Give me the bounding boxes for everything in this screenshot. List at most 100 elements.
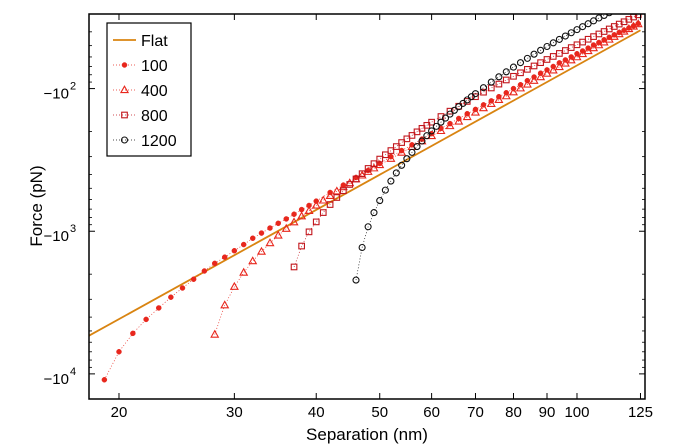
data-point-1200-38 (567, 29, 575, 37)
data-point-100-9 (211, 260, 218, 267)
data-point-1200-39 (573, 26, 581, 34)
data-point-400-31 (462, 112, 472, 121)
data-point-400-33 (478, 103, 489, 112)
y-tick-label: −10 (44, 371, 69, 388)
data-point-400-6 (265, 238, 275, 247)
data-point-100-11 (231, 247, 238, 254)
data-point-1200-18 (446, 110, 454, 118)
legend-label: 1200 (141, 133, 177, 150)
data-point-400-12 (311, 200, 321, 209)
data-point-1200-8 (398, 161, 406, 169)
data-point-400-9 (289, 217, 299, 226)
data-point-800-23 (428, 118, 435, 126)
data-point-400-39 (522, 79, 532, 88)
data-point-1200-7 (392, 169, 400, 177)
legend-label: 800 (141, 108, 168, 125)
data-point-1200-24 (471, 90, 480, 98)
data-point-1200-33 (537, 46, 545, 54)
data-point-400-32 (470, 107, 481, 116)
data-point-400-2 (229, 281, 239, 290)
data-point-100-12 (240, 241, 247, 248)
data-point-1200-1 (358, 243, 366, 252)
x-tick-label: 125 (628, 404, 653, 421)
data-point-800-37 (537, 59, 544, 67)
legend-swatch-marker (121, 62, 128, 68)
data-point-1200-25 (479, 84, 488, 92)
data-point-1200-32 (530, 50, 538, 58)
data-point-1200-47 (616, 5, 622, 11)
series-connector-100 (104, 23, 639, 380)
legend-swatch-marker (120, 136, 129, 144)
series-Flat (89, 29, 641, 337)
data-point-400-23 (386, 153, 396, 162)
data-point-800-29 (480, 88, 487, 96)
data-point-800-11 (364, 165, 372, 172)
data-point-100-6 (179, 285, 186, 291)
data-point-800-9 (352, 175, 360, 183)
legend-label: 100 (141, 58, 168, 75)
data-point-400-42 (542, 68, 552, 77)
data-point-800-55 (634, 14, 642, 19)
data-point-400-0 (210, 329, 220, 338)
legend-item-400: 400 (113, 83, 168, 100)
data-point-400-11 (304, 205, 314, 215)
x-axis-title: Separation (nm) (306, 425, 428, 444)
data-point-100-10 (221, 254, 228, 260)
data-point-1200-10 (408, 148, 416, 156)
series-400 (210, 19, 643, 338)
data-point-400-16 (338, 182, 348, 191)
data-point-100-17 (283, 216, 289, 222)
data-point-800-20 (413, 128, 421, 136)
x-tick-label: 60 (423, 404, 440, 421)
data-point-800-18 (403, 135, 411, 143)
data-point-1200-12 (418, 137, 426, 145)
x-tick-label: 90 (539, 404, 556, 421)
data-point-800-15 (387, 147, 395, 154)
series-1200 (352, 0, 641, 284)
series-800 (290, 14, 642, 271)
data-point-1200-26 (487, 78, 495, 86)
x-tick-label: 80 (505, 404, 522, 421)
data-point-800-31 (495, 80, 503, 88)
legend-box (106, 22, 192, 157)
data-point-800-33 (510, 72, 517, 80)
data-point-1200-49 (626, 0, 632, 6)
data-point-1200-45 (605, 14, 613, 17)
data-point-400-24 (397, 147, 407, 156)
data-point-1200-4 (376, 197, 384, 205)
series-connector-1200 (355, 14, 608, 281)
data-point-400-4 (248, 256, 258, 265)
data-point-1200-41 (584, 20, 592, 28)
data-point-1200-13 (423, 132, 431, 140)
data-point-800-32 (502, 76, 510, 84)
data-point-100-14 (258, 230, 265, 236)
data-point-1200-0 (352, 276, 360, 284)
data-point-1200-6 (387, 177, 395, 185)
x-tick-label: 30 (226, 404, 243, 421)
data-point-1200-51 (635, 0, 641, 1)
data-point-1200-15 (432, 122, 440, 130)
legend-items: Flat 100 400 800 1200 (113, 33, 177, 150)
data-point-400-28 (436, 125, 446, 135)
data-point-100-15 (267, 225, 273, 231)
y-tick-label-exponent: 3 (70, 223, 76, 235)
legend-label: 400 (141, 83, 168, 100)
x-tick-label: 40 (308, 404, 325, 421)
data-point-1200-37 (561, 32, 569, 40)
data-point-800-2 (305, 228, 313, 236)
data-point-1200-14 (428, 127, 436, 135)
data-point-1200-19 (450, 106, 458, 114)
data-point-400-41 (536, 72, 546, 81)
data-point-800-34 (517, 69, 524, 77)
data-point-100-3 (143, 316, 149, 323)
data-point-100-5 (168, 294, 174, 300)
data-point-1200-42 (590, 17, 598, 25)
data-point-800-36 (530, 62, 538, 70)
y-axis-title: Force (pN) (27, 165, 46, 246)
legend-item-800: 800 (113, 108, 168, 125)
data-point-1200-5 (381, 186, 389, 194)
data-point-1200-3 (370, 209, 378, 217)
data-point-1200-17 (441, 114, 450, 122)
axis-ticks (89, 14, 645, 399)
